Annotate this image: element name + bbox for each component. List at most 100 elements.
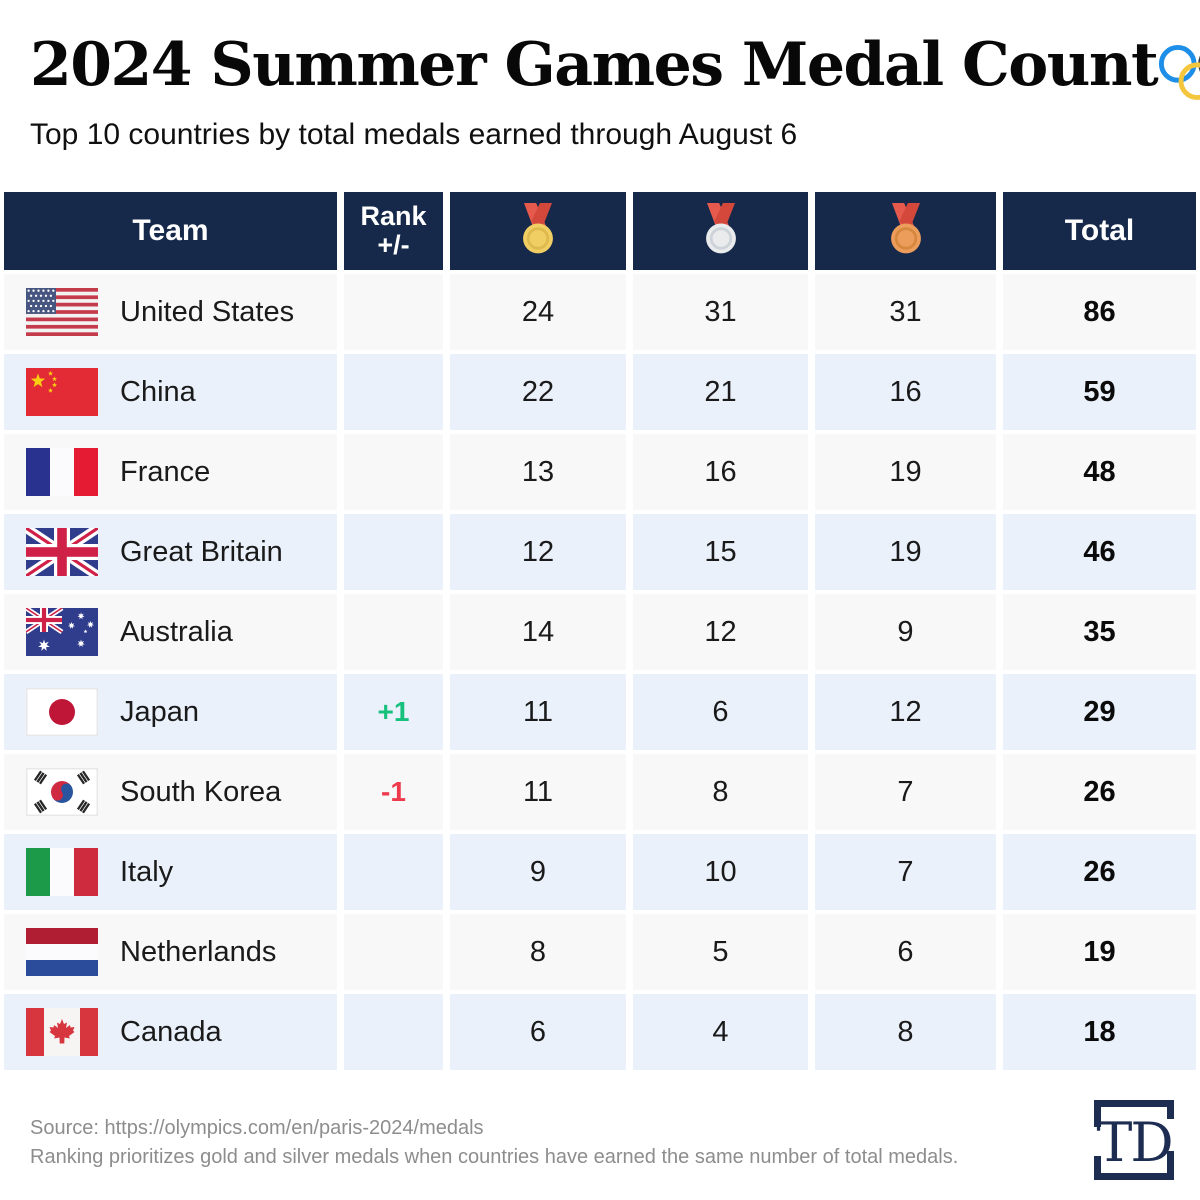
rank-change-cell bbox=[344, 994, 443, 1070]
cn-flag-icon bbox=[26, 368, 98, 416]
gold-count: 13 bbox=[450, 434, 626, 510]
source-block: Source: https://olympics.com/en/paris-20… bbox=[30, 1114, 958, 1172]
total-count: 35 bbox=[1003, 594, 1196, 670]
bronze-count: 9 bbox=[815, 594, 996, 670]
gold-count: 12 bbox=[450, 514, 626, 590]
team-name: China bbox=[120, 375, 196, 408]
silver-count: 16 bbox=[633, 434, 808, 510]
it-flag-icon bbox=[26, 848, 98, 896]
nl-flag-icon bbox=[26, 928, 98, 976]
ca-flag-icon bbox=[26, 1008, 98, 1056]
gold-count: 22 bbox=[450, 354, 626, 430]
team-name: Japan bbox=[120, 695, 200, 728]
team-cell: Netherlands bbox=[4, 914, 337, 990]
total-count: 48 bbox=[1003, 434, 1196, 510]
olympic-rings-icon bbox=[1157, 43, 1200, 107]
team-cell: Great Britain bbox=[4, 514, 337, 590]
rank-change-cell bbox=[344, 834, 443, 910]
rank-change-cell bbox=[344, 914, 443, 990]
team-cell: South Korea bbox=[4, 754, 337, 830]
rank-change-cell bbox=[344, 274, 443, 350]
team-cell: China bbox=[4, 354, 337, 430]
silver-count: 15 bbox=[633, 514, 808, 590]
total-count: 26 bbox=[1003, 834, 1196, 910]
rank-change-cell: -1 bbox=[344, 754, 443, 830]
jp-flag-icon bbox=[26, 688, 98, 736]
gold-count: 8 bbox=[450, 914, 626, 990]
page-title: 2024 Summer Games Medal Count bbox=[30, 30, 1159, 100]
team-name: Italy bbox=[120, 855, 174, 888]
total-count: 46 bbox=[1003, 514, 1196, 590]
team-cell: Japan bbox=[4, 674, 337, 750]
team-cell: Italy bbox=[4, 834, 337, 910]
column-header-total: Total bbox=[1003, 192, 1196, 270]
silver-count: 6 bbox=[633, 674, 808, 750]
team-cell: Australia bbox=[4, 594, 337, 670]
gold-count: 24 bbox=[450, 274, 626, 350]
silver-count: 12 bbox=[633, 594, 808, 670]
silver-medal-icon bbox=[693, 203, 749, 259]
silver-count: 21 bbox=[633, 354, 808, 430]
medal-table: Team Rank +/- Total United States 24 31 31 8… bbox=[4, 192, 1196, 1070]
td-brand-logo: TD bbox=[1088, 1094, 1180, 1191]
column-header-gold bbox=[450, 192, 626, 270]
gold-count: 11 bbox=[450, 674, 626, 750]
silver-count: 31 bbox=[633, 274, 808, 350]
rank-change-cell bbox=[344, 594, 443, 670]
column-header-team: Team bbox=[4, 192, 337, 270]
column-header-silver bbox=[633, 192, 808, 270]
total-count: 86 bbox=[1003, 274, 1196, 350]
rank-change-cell bbox=[344, 354, 443, 430]
rank-change-value: +1 bbox=[377, 696, 410, 727]
total-count: 19 bbox=[1003, 914, 1196, 990]
column-header-rank-change: Rank +/- bbox=[344, 192, 443, 270]
total-count: 59 bbox=[1003, 354, 1196, 430]
team-name: United States bbox=[120, 295, 295, 328]
team-name: Great Britain bbox=[120, 535, 283, 568]
gold-medal-icon bbox=[510, 203, 566, 259]
team-name: Netherlands bbox=[120, 935, 277, 968]
gold-count: 9 bbox=[450, 834, 626, 910]
gold-count: 14 bbox=[450, 594, 626, 670]
bronze-count: 16 bbox=[815, 354, 996, 430]
rank-change-cell bbox=[344, 434, 443, 510]
total-count: 26 bbox=[1003, 754, 1196, 830]
team-name: Australia bbox=[120, 615, 233, 648]
fr-flag-icon bbox=[26, 448, 98, 496]
bronze-count: 31 bbox=[815, 274, 996, 350]
footnote-text: Ranking prioritizes gold and silver meda… bbox=[30, 1145, 959, 1168]
bronze-count: 7 bbox=[815, 834, 996, 910]
title-row: 2024 Summer Games Medal Count bbox=[30, 30, 1200, 107]
team-cell: Canada bbox=[4, 994, 337, 1070]
silver-count: 8 bbox=[633, 754, 808, 830]
bronze-count: 6 bbox=[815, 914, 996, 990]
bronze-count: 19 bbox=[815, 514, 996, 590]
column-header-bronze bbox=[815, 192, 996, 270]
svg-text:TD: TD bbox=[1096, 1111, 1171, 1174]
total-count: 18 bbox=[1003, 994, 1196, 1070]
team-name: South Korea bbox=[120, 775, 282, 808]
footer: Source: https://olympics.com/en/paris-20… bbox=[0, 1094, 1200, 1191]
us-flag-icon bbox=[26, 288, 98, 336]
gold-count: 6 bbox=[450, 994, 626, 1070]
silver-count: 10 bbox=[633, 834, 808, 910]
silver-count: 5 bbox=[633, 914, 808, 990]
bronze-count: 12 bbox=[815, 674, 996, 750]
bronze-medal-icon bbox=[878, 203, 934, 259]
team-cell: France bbox=[4, 434, 337, 510]
rank-change-cell: +1 bbox=[344, 674, 443, 750]
silver-count: 4 bbox=[633, 994, 808, 1070]
total-count: 29 bbox=[1003, 674, 1196, 750]
bronze-count: 8 bbox=[815, 994, 996, 1070]
team-name: France bbox=[120, 455, 211, 488]
bronze-count: 19 bbox=[815, 434, 996, 510]
kr-flag-icon bbox=[26, 768, 98, 816]
team-name: Canada bbox=[120, 1015, 222, 1048]
au-flag-icon bbox=[26, 608, 98, 656]
source-text: Source: https://olympics.com/en/paris-20… bbox=[30, 1116, 484, 1139]
gold-count: 11 bbox=[450, 754, 626, 830]
rank-change-value: -1 bbox=[381, 776, 406, 807]
subtitle: Top 10 countries by total medals earned … bbox=[30, 118, 798, 151]
bronze-count: 7 bbox=[815, 754, 996, 830]
